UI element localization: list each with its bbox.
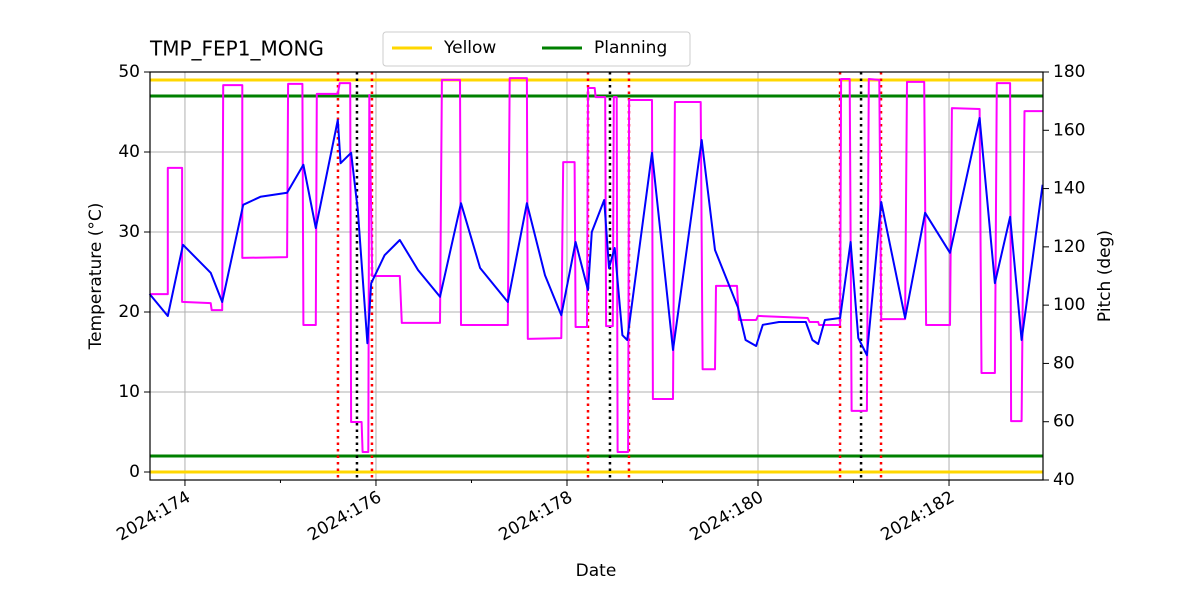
- plot-frame: [149, 71, 1044, 481]
- chart-title: TMP_FEP1_MONG: [149, 37, 324, 61]
- y-tick-label: 50: [118, 62, 140, 82]
- y-tick-label: 0: [129, 462, 140, 482]
- y-tick-label: 30: [118, 222, 140, 242]
- legend-label: Planning: [594, 38, 667, 58]
- y-tick-label: 10: [118, 382, 140, 402]
- y-axis-label: Temperature (°C): [86, 203, 106, 351]
- y2-tick-label: 140: [1053, 179, 1085, 199]
- series-line: [148, 117, 1044, 357]
- y2-tick-label: 60: [1053, 412, 1075, 432]
- y2-tick-label: 100: [1053, 295, 1085, 315]
- y2-axis-label: Pitch (deg): [1095, 230, 1115, 322]
- y2-tick-label: 180: [1053, 62, 1085, 82]
- y2-tick-label: 160: [1053, 120, 1085, 140]
- y-tick-label: 40: [118, 142, 140, 162]
- x-axis-label: Date: [576, 561, 617, 581]
- legend-label: Yellow: [443, 38, 496, 58]
- y2-tick-label: 120: [1053, 237, 1085, 257]
- y2-tick-label: 40: [1053, 470, 1075, 490]
- y-tick-label: 20: [118, 302, 140, 322]
- y2-tick-label: 80: [1053, 353, 1075, 373]
- series-line: [149, 77, 1043, 453]
- legend-box: [382, 31, 691, 67]
